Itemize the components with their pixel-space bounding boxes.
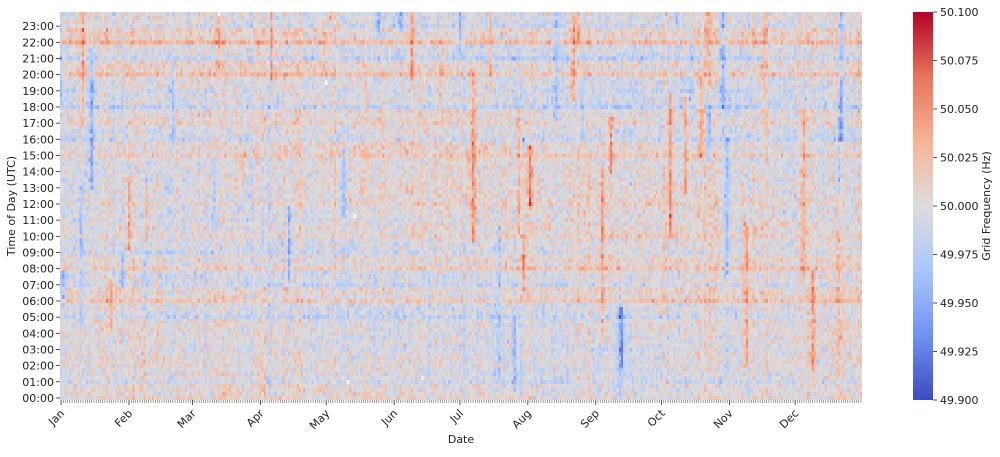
x-tick-label: Aug xyxy=(510,407,534,431)
y-tick-label: 18:00 xyxy=(22,101,54,114)
x-tick-label: Oct xyxy=(645,406,668,429)
y-tick-label: 05:00 xyxy=(22,311,54,324)
x-tick-label: Feb xyxy=(112,407,135,430)
y-tick-label: 19:00 xyxy=(22,85,54,98)
y-tick-label: 07:00 xyxy=(22,279,54,292)
colorbar-tick-label: 49.950 xyxy=(940,297,979,310)
colorbar-tick-label: 50.050 xyxy=(940,103,979,116)
y-tick-label: 06:00 xyxy=(22,295,54,308)
y-tick-label: 10:00 xyxy=(22,230,54,243)
colorbar-tick-label: 50.025 xyxy=(940,152,979,165)
x-tick-label: Dec xyxy=(777,407,801,431)
y-tick-label: 01:00 xyxy=(22,376,54,389)
y-tick-label: 15:00 xyxy=(22,149,54,162)
x-tick-label: Apr xyxy=(244,407,267,430)
colorbar-tick-label: 50.075 xyxy=(940,55,979,68)
y-tick-label: 17:00 xyxy=(22,117,54,130)
x-tick-label: Jun xyxy=(378,407,400,429)
x-axis-ticks: Jan Feb Mar Apr May Jun Jul Aug Sep Oct Nov Dec xyxy=(45,400,801,432)
y-tick-label: 16:00 xyxy=(22,133,54,146)
y-axis-title: Time of Day (UTC) xyxy=(5,156,18,257)
y-tick-label: 04:00 xyxy=(22,327,54,340)
y-axis-ticks: 00:00 01:00 02:00 03:00 04:00 05:00 06:00 07:00… xyxy=(22,20,60,405)
x-tick-label: Nov xyxy=(711,407,736,432)
y-tick-label: 03:00 xyxy=(22,343,54,356)
x-tick-label: Sep xyxy=(578,407,602,431)
y-tick-label: 00:00 xyxy=(22,392,54,405)
x-tick-label: May xyxy=(307,407,333,433)
y-tick-label: 13:00 xyxy=(22,182,54,195)
colorbar-tick-label: 49.925 xyxy=(940,346,979,359)
x-tick-label: Jan xyxy=(45,407,67,429)
colorbar-tick-label: 50.100 xyxy=(940,6,979,19)
y-tick-label: 08:00 xyxy=(22,263,54,276)
y-tick-label: 09:00 xyxy=(22,246,54,259)
colorbar-title: Grid Frequency (Hz) xyxy=(980,151,993,261)
colorbar-tick-label: 49.900 xyxy=(940,394,979,407)
y-tick-label: 21:00 xyxy=(22,52,54,65)
y-tick-label: 11:00 xyxy=(22,214,54,227)
heatmap-area xyxy=(60,12,862,400)
y-tick-label: 22:00 xyxy=(22,36,54,49)
heatmap-cells xyxy=(60,12,862,400)
x-axis-title: Date xyxy=(448,433,475,446)
colorbar-tick-label: 49.975 xyxy=(940,249,979,262)
y-tick-label: 02:00 xyxy=(22,360,54,373)
y-tick-label: 14:00 xyxy=(22,166,54,179)
y-tick-label: 23:00 xyxy=(22,20,54,33)
x-axis-minor-ticks xyxy=(60,400,862,403)
colorbar-tick-label: 50.000 xyxy=(940,200,979,213)
colorbar: 49.900 49.925 49.950 49.975 50.000 50.025 50.0… xyxy=(913,6,993,407)
colorbar-gradient xyxy=(913,12,933,400)
x-tick-label: Jul xyxy=(447,407,466,426)
y-tick-label: 12:00 xyxy=(22,198,54,211)
x-tick-label: Mar xyxy=(175,407,199,431)
colorbar-ticks: 49.900 49.925 49.950 49.975 50.000 50.025 50.0… xyxy=(933,6,979,407)
y-tick-label: 20:00 xyxy=(22,69,54,82)
